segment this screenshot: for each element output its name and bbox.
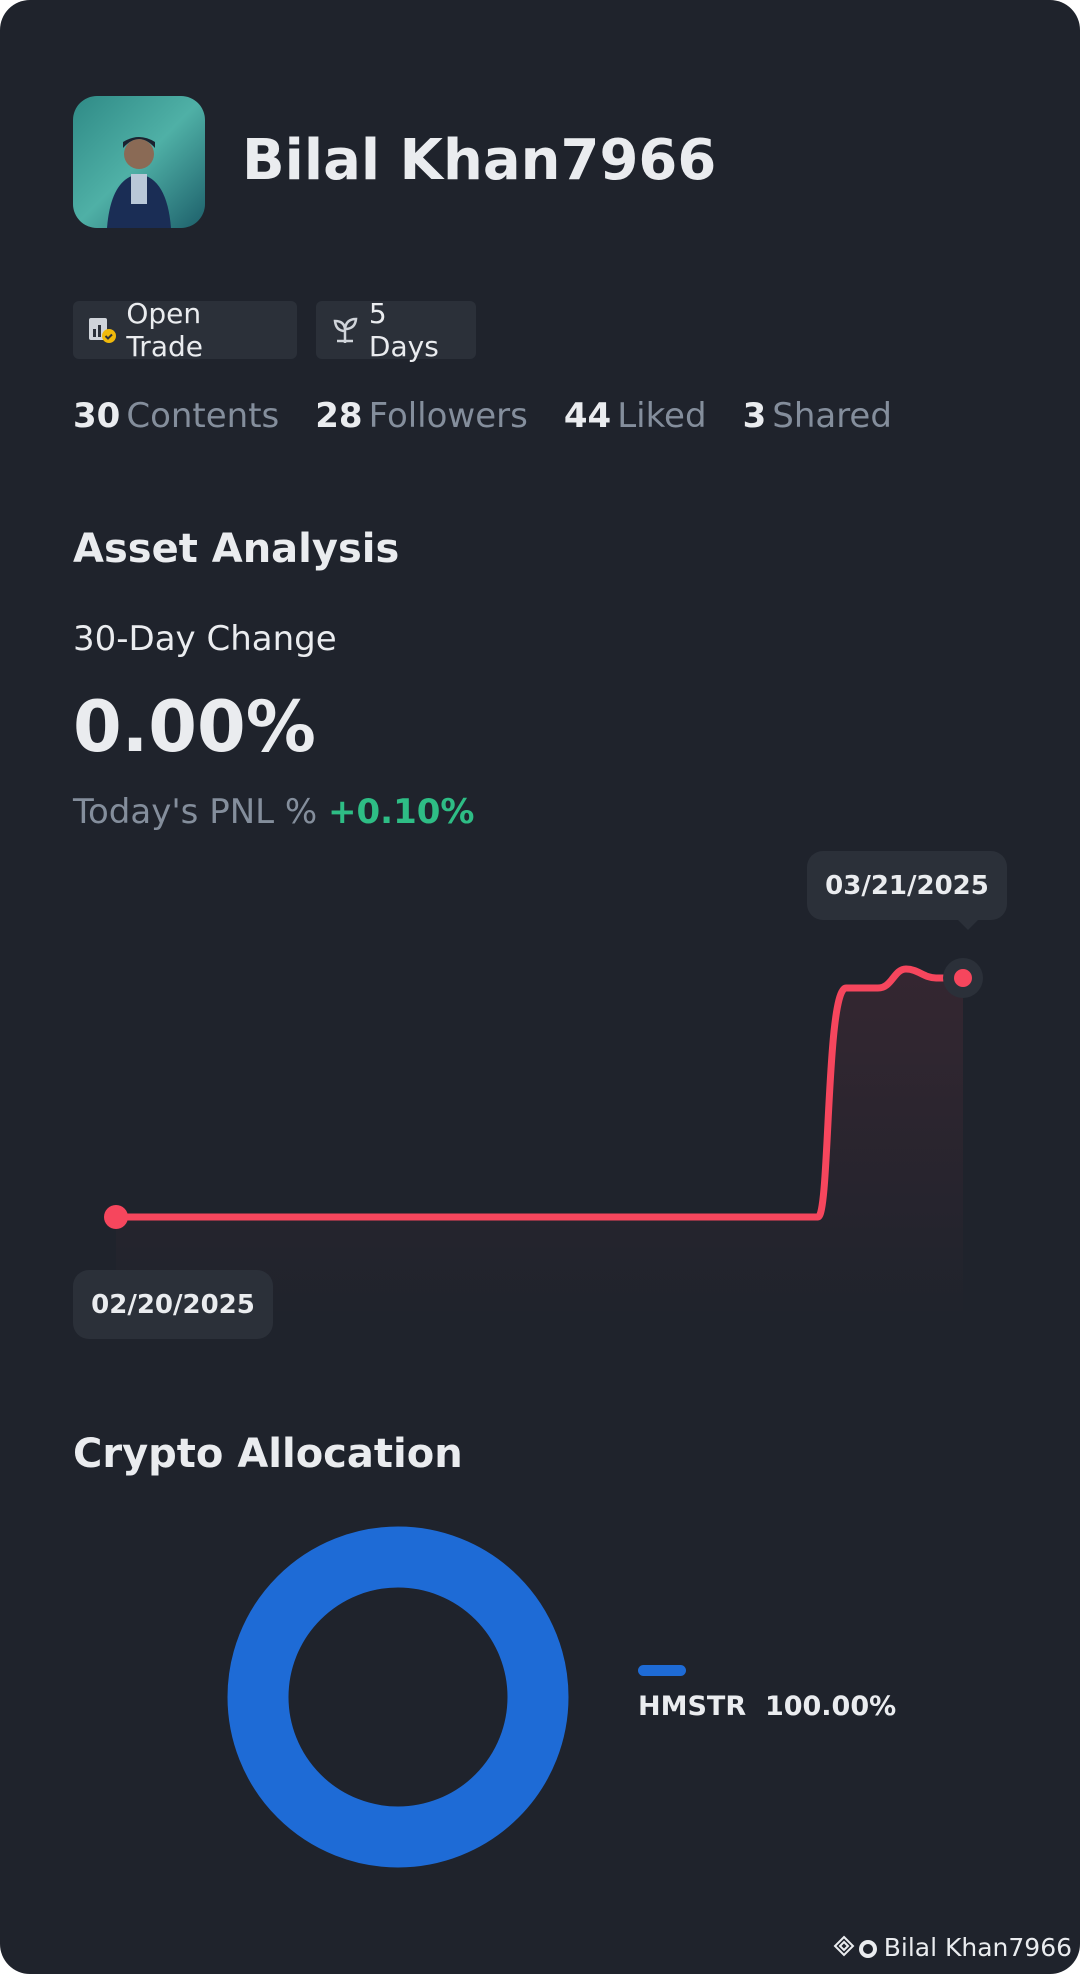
stat-label: Followers xyxy=(368,396,528,436)
end-dot-halo xyxy=(943,958,983,998)
end-date: 03/21/2025 xyxy=(807,851,1007,920)
start-date: 02/20/2025 xyxy=(73,1270,273,1339)
pnl-row: Today's PNL % +0.10% xyxy=(73,792,474,832)
section-title: Crypto Allocation xyxy=(73,1431,463,1477)
stats-row: 30 Contents 28 Followers 44 Liked 3 Shared xyxy=(73,396,928,436)
badge: Open Trade xyxy=(73,297,297,363)
pnl-label: Today's PNL % xyxy=(73,792,318,832)
stat-label: Liked xyxy=(617,396,707,436)
asset-name: HMSTR xyxy=(638,1691,747,1722)
stat-label: Contents xyxy=(126,396,280,436)
watermark-icon xyxy=(833,1935,877,1958)
badge-text: 5 Days xyxy=(368,297,439,363)
avatar[interactable] xyxy=(73,96,205,228)
tooltip-arrow xyxy=(958,920,978,930)
area-fill xyxy=(116,969,963,1319)
stat-value: 30 xyxy=(73,396,121,436)
pnl-line xyxy=(116,965,963,1221)
asset-percent: 100.00% xyxy=(764,1691,897,1722)
watermark-text: Bilal Khan7966 xyxy=(883,1933,1072,1962)
user-name: Bilal Khan7966 xyxy=(242,128,717,193)
change-label: 30-Day Change xyxy=(73,619,337,659)
watermark: Bilal Khan7966 xyxy=(832,1933,1072,1962)
stat-label: Shared xyxy=(772,396,892,436)
start-dot xyxy=(104,1205,128,1229)
end-dot xyxy=(954,969,972,987)
change-value: 0.00% xyxy=(73,686,316,768)
badge: 5 Days xyxy=(316,297,476,363)
stat-value: 44 xyxy=(563,396,612,436)
stat-value: 3 xyxy=(742,396,767,436)
section-title: Asset Analysis xyxy=(73,526,400,572)
stat-value: 28 xyxy=(315,396,363,436)
badge-text: Open Trade xyxy=(126,297,203,363)
legend-swatch xyxy=(638,1665,686,1676)
legend-entry: HMSTR 100.00% xyxy=(638,1691,896,1722)
days-icon xyxy=(333,317,358,343)
trade-icon xyxy=(89,318,116,343)
pnl-value: +0.10% xyxy=(328,792,475,832)
donut-ring xyxy=(227,1526,569,1868)
